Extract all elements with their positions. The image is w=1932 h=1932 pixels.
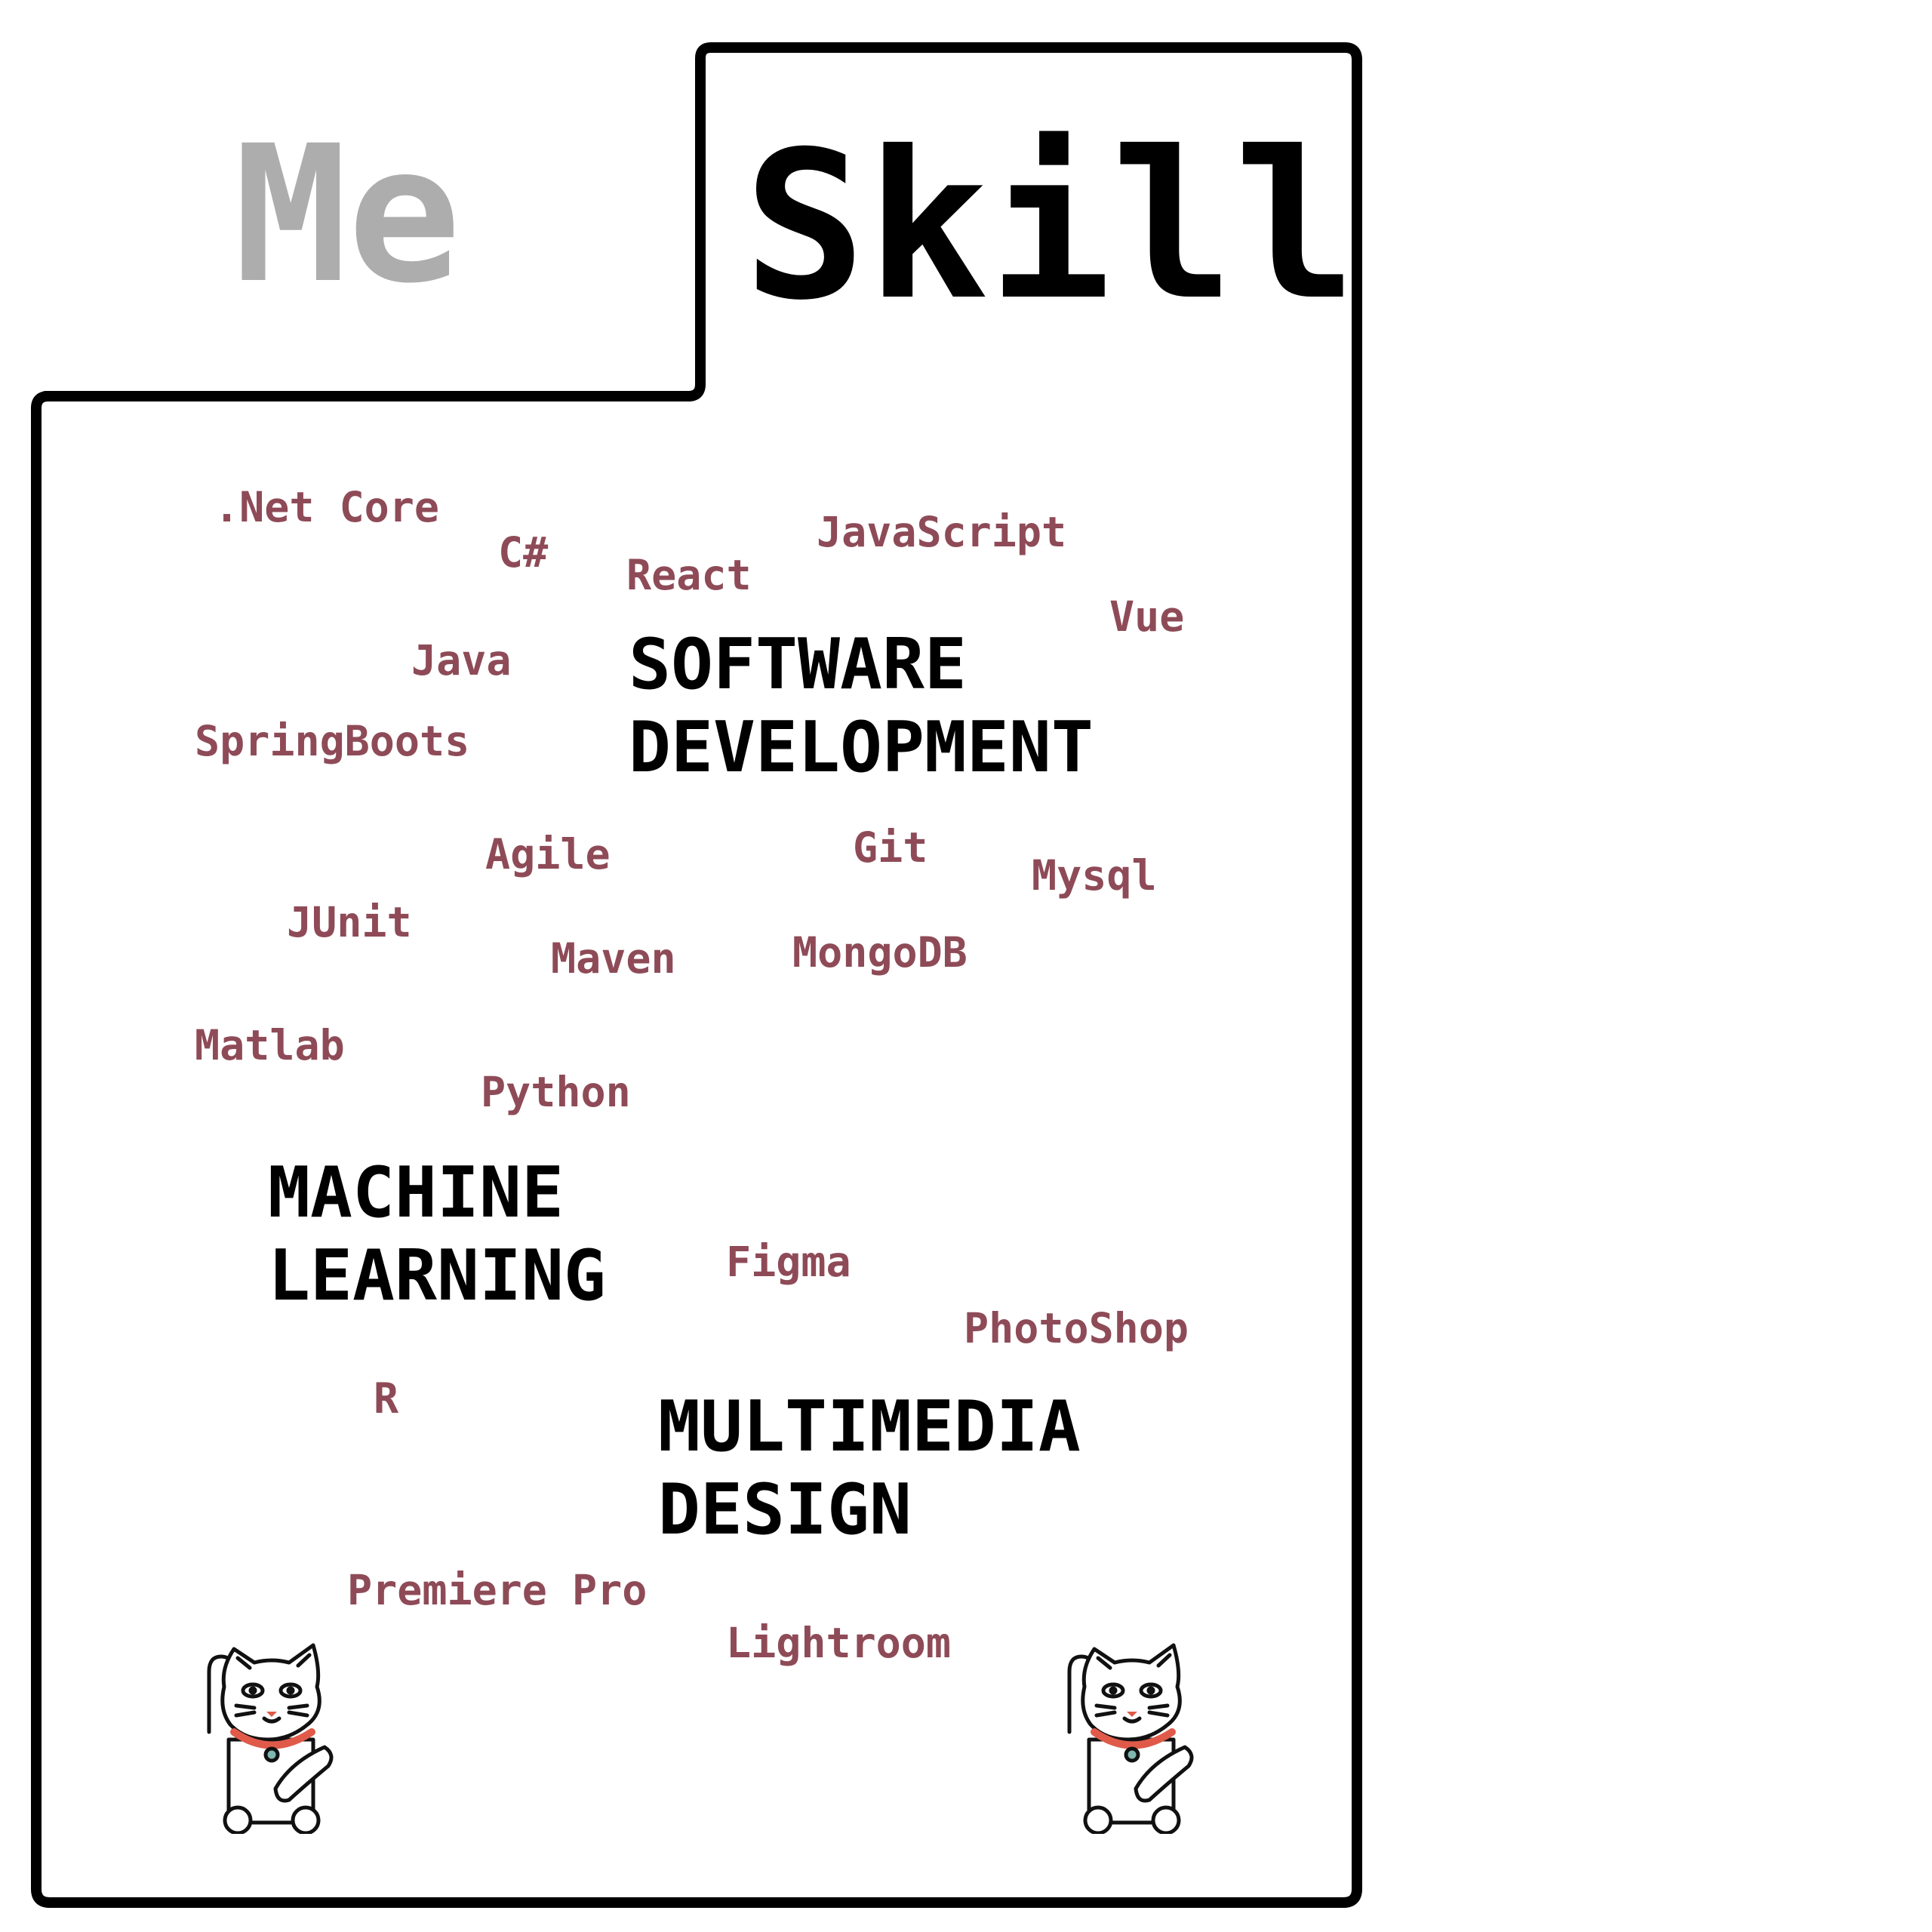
category-machine-line1: MACHINE [268, 1152, 564, 1233]
skill-r: R [374, 1374, 399, 1423]
category-multimedia-design: MULTIMEDIA DESIGN [658, 1385, 1081, 1551]
skill-git: Git [853, 823, 928, 872]
category-software-development: SOFTWARE DEVELOPMENT [629, 623, 1094, 789]
skill-figma: Figma [726, 1238, 851, 1286]
lucky-cat-icon [207, 1643, 334, 1834]
skill-python: Python [481, 1068, 631, 1116]
skill-premiere-pro: Premiere Pro [347, 1566, 648, 1614]
skill-agile: Agile [485, 830, 611, 878]
category-software-line2: DEVELOPMENT [629, 706, 1094, 788]
skill-photoshop: PhotoShop [964, 1304, 1189, 1352]
category-machine-learning: MACHINE LEARNING [268, 1151, 606, 1317]
category-software-line1: SOFTWARE [629, 623, 967, 705]
tab-skill[interactable]: Skill [743, 107, 1357, 345]
skill-java: Java [411, 636, 512, 685]
lucky-cat-icon [1067, 1643, 1194, 1834]
skill-springboots: SpringBoots [195, 717, 470, 765]
skill-csharp: C# [498, 528, 549, 577]
category-multimedia-line2: DESIGN [658, 1469, 912, 1550]
skill-mongodb: MongoDB [792, 928, 968, 977]
skill-maven: Maven [551, 934, 676, 983]
skill-vue: Vue [1109, 592, 1185, 641]
skill-javascript: JavaScript [817, 508, 1067, 556]
skill-mysql: Mysql [1032, 851, 1157, 900]
skill-matlab: Matlab [195, 1021, 345, 1069]
tab-me[interactable]: Me [234, 105, 462, 325]
skill-react: React [626, 551, 752, 599]
category-machine-line2: LEARNING [268, 1235, 606, 1316]
skill-lightroom: Lightroom [726, 1619, 952, 1667]
skill-junit: JUnit [287, 898, 412, 946]
skill-net-core: .Net Core [214, 483, 440, 531]
category-multimedia-line1: MULTIMEDIA [658, 1386, 1081, 1467]
